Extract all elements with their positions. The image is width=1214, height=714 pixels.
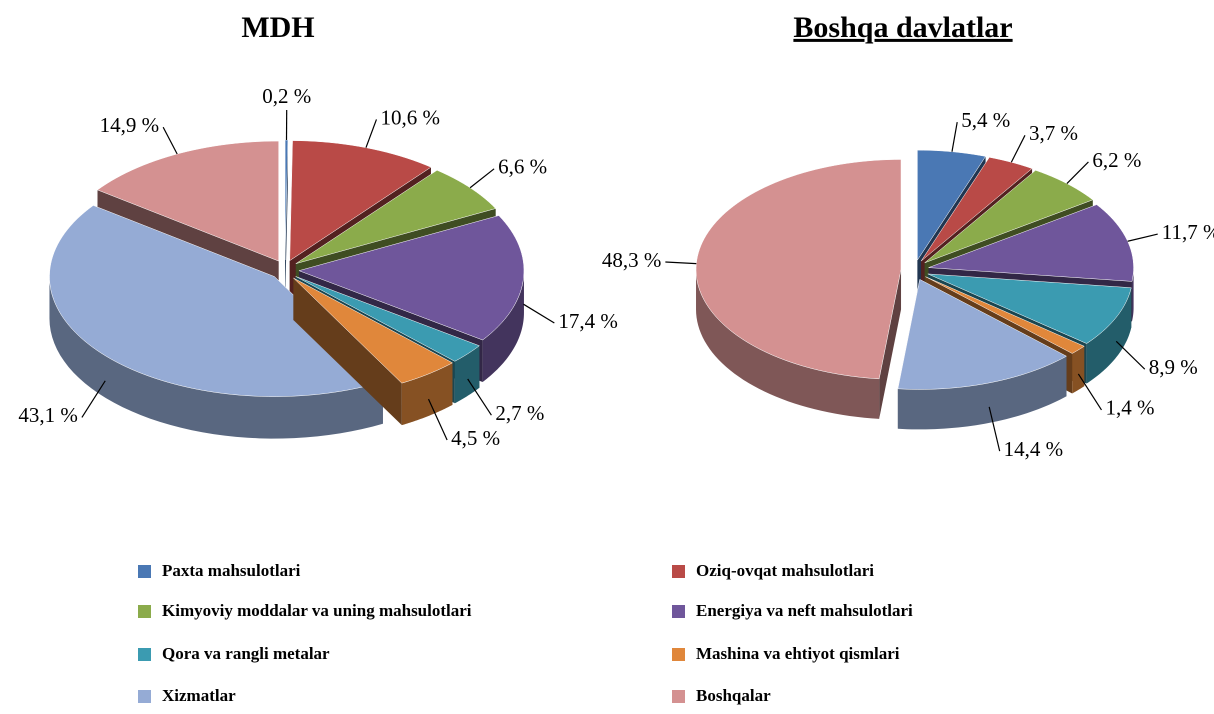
legend-label: Paxta mahsulotlari xyxy=(162,561,301,580)
data-label: 48,3 % xyxy=(602,248,662,272)
legend-swatch xyxy=(672,565,685,578)
leader-line xyxy=(1128,234,1158,241)
data-label: 2,7 % xyxy=(495,401,544,425)
data-label: 1,4 % xyxy=(1105,396,1154,420)
pie-slice xyxy=(696,159,901,418)
legend-label: Qora va rangli metalar xyxy=(162,644,330,663)
leader-line xyxy=(470,169,494,188)
legend-swatch xyxy=(138,565,151,578)
data-label: 10,6 % xyxy=(380,105,440,129)
leader-line xyxy=(1011,135,1025,162)
data-label: 17,4 % xyxy=(558,309,618,333)
leader-line xyxy=(366,119,377,147)
legend-label: Xizmatlar xyxy=(162,686,236,705)
legend-swatch xyxy=(672,605,685,618)
legend-swatch xyxy=(138,690,151,703)
data-label: 3,7 % xyxy=(1029,121,1078,145)
legend-label: Oziq-ovqat mahsulotlari xyxy=(696,561,874,580)
data-label: 6,2 % xyxy=(1092,148,1141,172)
leader-line xyxy=(163,127,177,154)
leader-line xyxy=(1067,162,1089,184)
chart-title: MDH xyxy=(241,11,314,44)
data-label: 43,1 % xyxy=(18,403,78,427)
leader-line xyxy=(665,262,696,264)
data-label: 4,5 % xyxy=(451,426,500,450)
legend-swatch xyxy=(672,690,685,703)
pie-slice xyxy=(285,140,288,302)
legend-swatch xyxy=(672,648,685,661)
legend-label: Mashina va ehtiyot qismlari xyxy=(696,644,900,663)
data-label: 0,2 % xyxy=(262,84,311,108)
leader-line xyxy=(523,304,554,323)
leader-line xyxy=(468,379,492,415)
legend-swatch xyxy=(138,648,151,661)
legend-swatch xyxy=(138,605,151,618)
legend-label: Boshqalar xyxy=(696,686,771,705)
chart-title: Boshqa davlatlar xyxy=(793,11,1012,44)
data-label: 14,9 % xyxy=(100,113,160,137)
data-label: 6,6 % xyxy=(498,155,547,179)
data-label: 11,7 % xyxy=(1162,220,1214,244)
legend-label: Kimyoviy moddalar va uning mahsulotlari xyxy=(162,601,472,620)
slice-side xyxy=(1072,346,1084,393)
leader-line xyxy=(952,122,957,152)
legend-label: Energiya va neft mahsulotlari xyxy=(696,601,913,620)
data-label: 8,9 % xyxy=(1149,355,1198,379)
data-label: 14,4 % xyxy=(1004,437,1064,461)
leader-line xyxy=(1116,341,1144,369)
data-label: 5,4 % xyxy=(961,108,1010,132)
